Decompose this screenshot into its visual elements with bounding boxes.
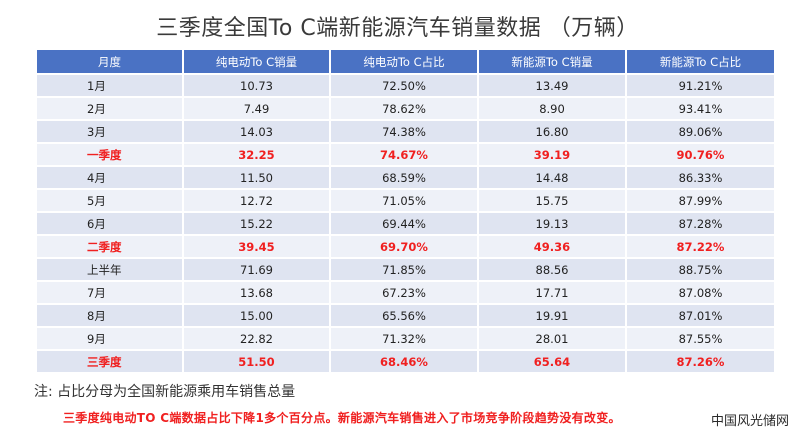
cell-month: 7月 xyxy=(37,281,184,305)
cell-nev-share: 86.33% xyxy=(626,166,774,190)
cell-nev-share: 93.41% xyxy=(626,97,774,121)
table-row: 5月 12.72 71.05% 15.75 87.99% xyxy=(37,189,774,213)
cell-nev-share: 89.06% xyxy=(626,120,774,144)
table-header-row: 月度 纯电动To C销量 纯电动To C占比 新能源To C销量 新能源To C… xyxy=(37,50,774,75)
cell-nev-share: 88.75% xyxy=(626,258,774,282)
source-watermark: 中国风光储网 xyxy=(710,414,789,429)
table-row: 7月 13.68 67.23% 17.71 87.08% xyxy=(37,281,774,305)
table-row-quarter: 一季度 32.25 74.67% 39.19 90.76% xyxy=(37,143,774,167)
cell-bev-sales: 11.50 xyxy=(183,166,331,190)
header-bev-sales: 纯电动To C销量 xyxy=(183,50,331,75)
footnote: 注: 占比分母为全国新能源乘用车销售总量 xyxy=(34,384,296,400)
cell-bev-share: 74.38% xyxy=(330,120,479,144)
cell-nev-sales: 15.75 xyxy=(478,189,627,213)
cell-nev-share: 87.28% xyxy=(626,212,774,236)
table-row: 3月 14.03 74.38% 16.80 89.06% xyxy=(37,120,774,144)
cell-nev-share: 87.26% xyxy=(626,350,774,374)
cell-month: 4月 xyxy=(37,166,184,190)
table-row-quarter: 三季度 51.50 68.46% 65.64 87.26% xyxy=(37,350,774,374)
cell-bev-sales: 13.68 xyxy=(183,281,331,305)
cell-bev-share: 69.44% xyxy=(330,212,479,236)
cell-nev-share: 87.01% xyxy=(626,304,774,328)
cell-month: 一季度 xyxy=(37,143,184,167)
cell-bev-share: 71.05% xyxy=(330,189,479,213)
cell-nev-share: 87.08% xyxy=(626,281,774,305)
cell-bev-sales: 71.69 xyxy=(183,258,331,282)
table-row: 9月 22.82 71.32% 28.01 87.55% xyxy=(37,327,774,351)
cell-bev-sales: 32.25 xyxy=(183,143,331,167)
cell-month: 上半年 xyxy=(37,258,184,282)
cell-nev-sales: 8.90 xyxy=(478,97,627,121)
cell-bev-share: 65.56% xyxy=(330,304,479,328)
cell-bev-sales: 14.03 xyxy=(183,120,331,144)
cell-bev-share: 74.67% xyxy=(330,143,479,167)
highlight-conclusion: 三季度纯电动TO C端数据占比下降1多个百分点。新能源汽车销售进入了市场竞争阶段… xyxy=(63,411,621,425)
cell-bev-sales: 15.22 xyxy=(183,212,331,236)
cell-bev-share: 72.50% xyxy=(330,74,479,98)
cell-nev-sales: 28.01 xyxy=(478,327,627,351)
page-title: 三季度全国To C端新能源汽车销量数据 （万辆） xyxy=(156,16,639,41)
cell-month: 二季度 xyxy=(37,235,184,259)
cell-bev-sales: 39.45 xyxy=(183,235,331,259)
cell-month: 三季度 xyxy=(37,350,184,374)
cell-bev-share: 71.85% xyxy=(330,258,479,282)
table-row: 4月 11.50 68.59% 14.48 86.33% xyxy=(37,166,774,190)
cell-nev-sales: 19.13 xyxy=(478,212,627,236)
header-nev-share: 新能源To C占比 xyxy=(626,50,774,75)
cell-month: 5月 xyxy=(37,189,184,213)
cell-month: 9月 xyxy=(37,327,184,351)
cell-nev-sales: 19.91 xyxy=(478,304,627,328)
table-row: 8月 15.00 65.56% 19.91 87.01% xyxy=(37,304,774,328)
cell-bev-share: 69.70% xyxy=(330,235,479,259)
cell-bev-share: 67.23% xyxy=(330,281,479,305)
table-row: 6月 15.22 69.44% 19.13 87.28% xyxy=(37,212,774,236)
table-row: 2月 7.49 78.62% 8.90 93.41% xyxy=(37,97,774,121)
cell-nev-share: 87.99% xyxy=(626,189,774,213)
cell-month: 3月 xyxy=(37,120,184,144)
cell-bev-sales: 51.50 xyxy=(183,350,331,374)
cell-bev-share: 71.32% xyxy=(330,327,479,351)
cell-bev-share: 68.59% xyxy=(330,166,479,190)
cell-month: 1月 xyxy=(37,74,184,98)
cell-nev-share: 87.55% xyxy=(626,327,774,351)
cell-nev-share: 87.22% xyxy=(626,235,774,259)
cell-nev-sales: 14.48 xyxy=(478,166,627,190)
cell-month: 8月 xyxy=(37,304,184,328)
cell-nev-sales: 65.64 xyxy=(478,350,627,374)
cell-nev-share: 91.21% xyxy=(626,74,774,98)
header-month: 月度 xyxy=(37,50,184,75)
cell-month: 2月 xyxy=(37,97,184,121)
cell-bev-share: 68.46% xyxy=(330,350,479,374)
cell-bev-sales: 7.49 xyxy=(183,97,331,121)
cell-bev-sales: 12.72 xyxy=(183,189,331,213)
cell-nev-sales: 88.56 xyxy=(478,258,627,282)
cell-nev-sales: 49.36 xyxy=(478,235,627,259)
cell-bev-sales: 15.00 xyxy=(183,304,331,328)
table-row: 1月 10.73 72.50% 13.49 91.21% xyxy=(37,74,774,98)
cell-nev-share: 90.76% xyxy=(626,143,774,167)
header-nev-sales: 新能源To C销量 xyxy=(478,50,627,75)
table-row: 上半年 71.69 71.85% 88.56 88.75% xyxy=(37,258,774,282)
cell-nev-sales: 17.71 xyxy=(478,281,627,305)
cell-bev-share: 78.62% xyxy=(330,97,479,121)
cell-nev-sales: 13.49 xyxy=(478,74,627,98)
table-row-quarter: 二季度 39.45 69.70% 49.36 87.22% xyxy=(37,235,774,259)
cell-month: 6月 xyxy=(37,212,184,236)
sales-table: 月度 纯电动To C销量 纯电动To C占比 新能源To C销量 新能源To C… xyxy=(37,50,774,374)
cell-nev-sales: 39.19 xyxy=(478,143,627,167)
header-bev-share: 纯电动To C占比 xyxy=(330,50,479,75)
cell-nev-sales: 16.80 xyxy=(478,120,627,144)
cell-bev-sales: 10.73 xyxy=(183,74,331,98)
cell-bev-sales: 22.82 xyxy=(183,327,331,351)
